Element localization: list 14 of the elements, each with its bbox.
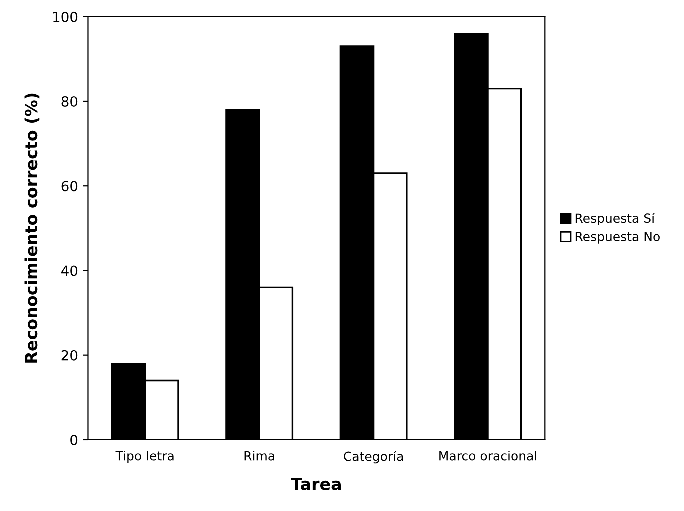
legend-label: Respuesta No	[576, 232, 660, 244]
y-tick-label: 60	[62, 181, 78, 192]
x-tick-label: Marco oracional	[440, 451, 537, 461]
y-tick-label: 0	[70, 434, 78, 446]
legend-label: Respuesta Sí	[576, 212, 656, 226]
x-tick-label: Tipo letra	[116, 451, 174, 464]
y-tick-label: 100	[54, 12, 78, 22]
y-tick-label: 40	[62, 266, 78, 276]
y-axis-title: Reconocimiento correcto (%)	[24, 94, 40, 363]
x-tick-label: Rima	[244, 451, 274, 461]
y-tick-label: 80	[62, 96, 78, 107]
y-tick-label: 20	[62, 350, 78, 361]
x-tick-label: Categoría	[344, 451, 404, 464]
x-axis-title: Tarea	[291, 478, 341, 490]
